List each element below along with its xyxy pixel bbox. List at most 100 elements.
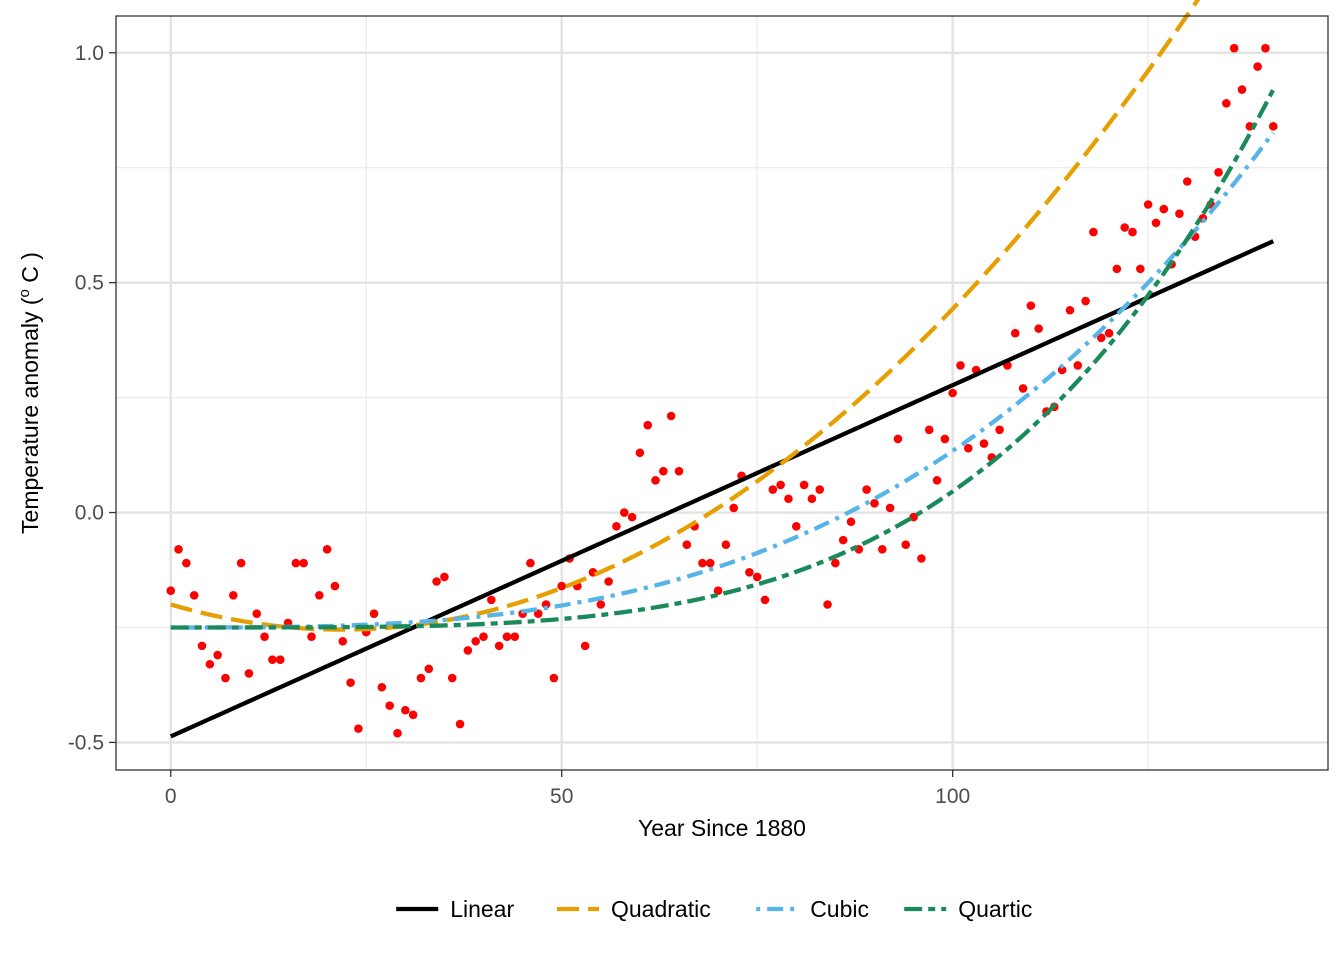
data-point: [174, 545, 183, 554]
data-point: [1136, 264, 1145, 274]
legend-item-quadratic: Quadratic: [557, 896, 711, 922]
data-point: [1010, 328, 1020, 338]
legend-label: Quadratic: [611, 896, 711, 922]
data-point: [619, 508, 629, 517]
data-point: [1268, 122, 1278, 131]
fit-lines: [169, 0, 1276, 739]
data-point: [893, 434, 903, 444]
data-point: [666, 411, 676, 421]
y-tick-label: -0.5: [68, 731, 104, 754]
x-tick-label: 100: [935, 785, 970, 808]
data-point: [1261, 43, 1270, 53]
data-point: [1143, 200, 1153, 209]
data-point: [956, 361, 965, 370]
data-point: [823, 600, 832, 609]
data-point: [471, 636, 480, 646]
data-point: [979, 439, 989, 448]
data-point: [275, 655, 285, 664]
data-point: [721, 540, 731, 550]
data-point: [1237, 85, 1247, 94]
data-point: [1089, 227, 1098, 237]
data-point: [424, 664, 434, 674]
data-point: [713, 586, 723, 595]
x-tick-label: 50: [550, 785, 573, 808]
x-tick-label: 0: [165, 785, 177, 808]
fit-line-linear: [169, 239, 1275, 739]
data-point: [604, 577, 613, 586]
data-point: [831, 558, 840, 568]
data-point: [557, 581, 567, 591]
data-point: [385, 701, 394, 710]
data-point: [1096, 333, 1106, 343]
legend-item-linear: Linear: [396, 896, 514, 922]
data-point: [698, 558, 707, 568]
data-point: [440, 572, 449, 582]
data-point: [479, 632, 488, 641]
legend-item-quartic: Quartic: [904, 896, 1032, 922]
data-point: [260, 632, 269, 641]
legend: Linear Quadratic Cubic Quartic: [396, 896, 1032, 922]
data-point: [447, 673, 457, 683]
data-point: [745, 568, 754, 577]
data-point: [1128, 227, 1137, 237]
fit-line-quadratic: [170, 0, 1201, 632]
data-point: [948, 388, 957, 398]
data-point: [299, 558, 308, 568]
data-point: [964, 443, 973, 453]
y-axis-title: Temperature anomaly (o C ): [16, 252, 43, 534]
data-point: [862, 485, 871, 494]
data-point: [752, 572, 762, 582]
data-point: [1222, 99, 1231, 108]
data-point: [651, 476, 660, 485]
data-point: [612, 522, 621, 531]
data-point: [901, 540, 911, 550]
data-point: [1112, 264, 1122, 274]
x-axis-title: Year Since 1880: [638, 815, 806, 841]
data-point: [1120, 223, 1129, 232]
data-point: [846, 517, 856, 527]
data-point: [1073, 361, 1083, 370]
data-point: [189, 590, 199, 600]
data-point: [729, 503, 739, 513]
plot-panel-border: [115, 15, 1329, 771]
data-point: [236, 558, 246, 568]
data-point: [1229, 43, 1239, 53]
data-point: [635, 448, 645, 458]
data-point: [307, 632, 316, 641]
data-point: [917, 554, 926, 563]
data-point: [674, 466, 684, 476]
data-point: [705, 558, 715, 568]
data-point: [330, 581, 340, 591]
data-point: [221, 673, 230, 683]
data-point: [377, 682, 387, 692]
data-point: [244, 669, 254, 678]
data-point: [463, 646, 473, 655]
data-point: [1214, 168, 1223, 177]
data-point: [182, 558, 191, 568]
data-point: [549, 673, 559, 683]
data-point: [1253, 62, 1262, 71]
fit-line-quartic: [170, 88, 1276, 630]
data-points: [166, 43, 1278, 738]
data-point: [760, 595, 770, 605]
data-point: [877, 545, 887, 554]
data-point: [252, 609, 262, 618]
data-point: [1151, 218, 1161, 228]
data-point: [205, 659, 215, 669]
y-tick-label: 0.0: [75, 502, 104, 525]
data-point: [659, 466, 668, 476]
data-point: [940, 434, 950, 444]
data-point: [682, 540, 692, 550]
major-gridlines: [116, 16, 1328, 770]
data-point: [213, 650, 222, 660]
data-point: [228, 590, 238, 600]
data-point: [768, 485, 778, 494]
y-tick-label: 0.5: [75, 272, 104, 295]
data-point: [776, 480, 785, 490]
data-point: [1018, 384, 1028, 393]
legend-label: Cubic: [810, 896, 869, 922]
data-point: [502, 632, 512, 641]
legend-item-cubic: Cubic: [756, 896, 869, 922]
fit-line-cubic: [170, 131, 1275, 630]
